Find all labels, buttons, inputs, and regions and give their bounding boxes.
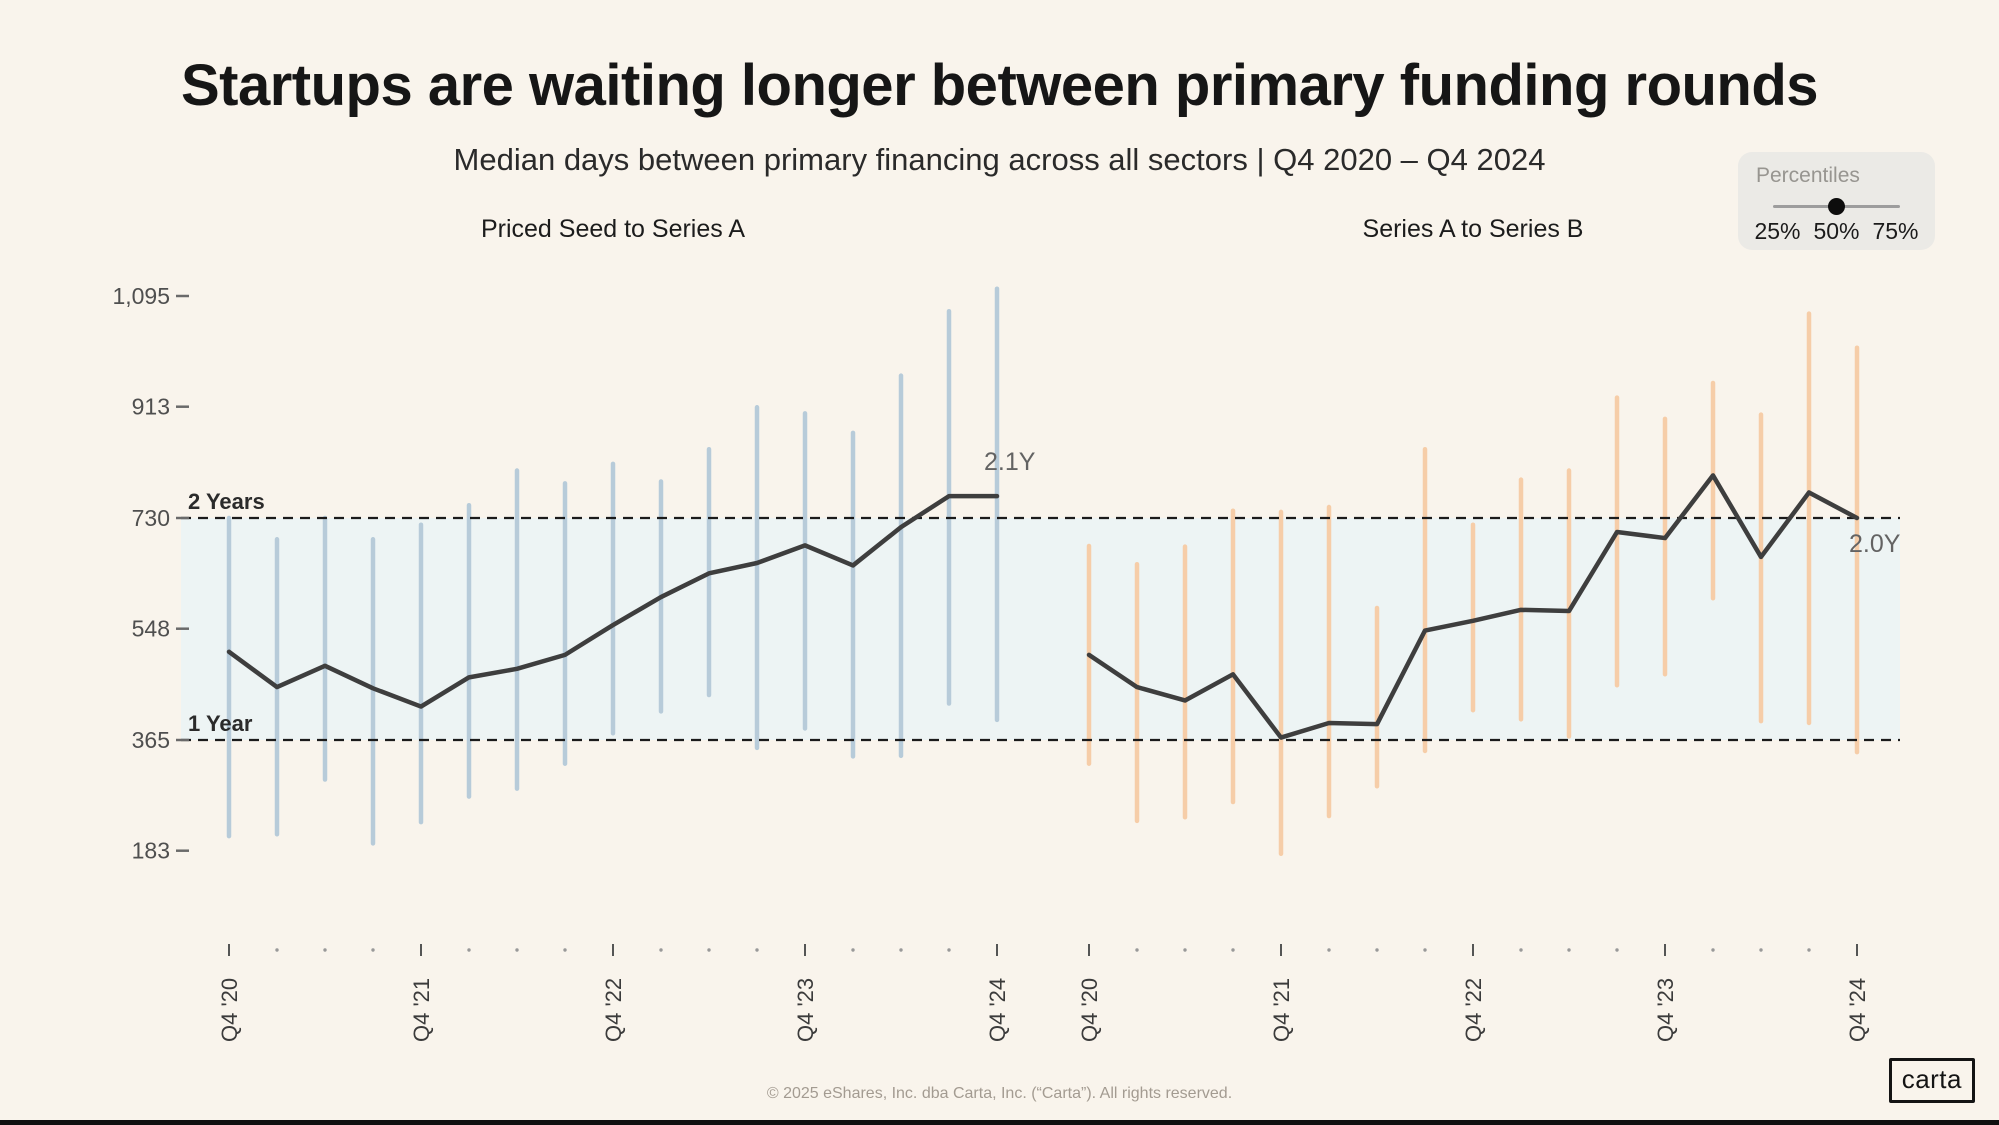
x-tick-minor	[371, 948, 375, 952]
y-tick-label: 365	[132, 727, 170, 753]
reference-line-label: 2 Years	[188, 489, 265, 514]
x-tick-label: Q4 '24	[985, 978, 1010, 1042]
band-1y-2y	[181, 518, 1900, 740]
x-tick-minor	[1327, 948, 1331, 952]
x-tick-minor	[1231, 948, 1235, 952]
percentiles-tick-75[interactable]: 75%	[1872, 218, 1919, 244]
x-tick-minor	[323, 948, 327, 952]
x-tick-minor	[275, 948, 279, 952]
x-tick-label: Q4 '24	[1845, 978, 1870, 1042]
page-subtitle: Median days between primary financing ac…	[453, 142, 1546, 177]
percentiles-tick-25[interactable]: 25%	[1754, 218, 1801, 244]
bottom-border	[0, 1120, 1999, 1125]
median-annotation: 2.1Y	[984, 448, 1036, 476]
percentiles-tick-row: 25% 50% 75%	[1738, 218, 1935, 245]
x-tick-label: Q4 '20	[217, 978, 242, 1042]
x-tick-label: Q4 '22	[1461, 978, 1486, 1042]
x-tick-minor	[1567, 948, 1571, 952]
x-tick-minor	[755, 948, 759, 952]
x-tick-label: Q4 '21	[409, 978, 434, 1042]
x-tick-minor	[1135, 948, 1139, 952]
panel-title: Series A to Series B	[1363, 215, 1584, 243]
x-tick-label: Q4 '20	[1077, 978, 1102, 1042]
x-tick-minor	[1759, 948, 1763, 952]
percentiles-widget: Percentiles 25% 50% 75%	[1738, 152, 1935, 250]
footer-copyright: © 2025 eShares, Inc. dba Carta, Inc. (“C…	[766, 1085, 1233, 1102]
y-tick-label: 730	[132, 505, 170, 531]
y-tick-label: 548	[132, 616, 170, 642]
median-line	[1086, 473, 1860, 740]
x-tick-minor	[563, 948, 567, 952]
reference-line-label: 1 Year	[188, 711, 253, 736]
page-title: Startups are waiting longer between prim…	[180, 53, 1819, 118]
percentiles-tick-50[interactable]: 50%	[1813, 218, 1860, 244]
panel-title: Priced Seed to Series A	[481, 215, 745, 243]
carta-logo-text: carta	[1901, 1064, 1962, 1094]
median-annotation: 2.0Y	[1849, 530, 1901, 558]
x-tick-minor	[1807, 948, 1811, 952]
x-tick-label: Q4 '23	[793, 978, 818, 1042]
median-line	[226, 493, 1000, 709]
x-tick-minor	[659, 948, 663, 952]
x-tick-minor	[1423, 948, 1427, 952]
x-tick-label: Q4 '23	[1653, 978, 1678, 1042]
x-tick-minor	[707, 948, 711, 952]
x-tick-minor	[899, 948, 903, 952]
x-tick-minor	[1615, 948, 1619, 952]
x-tick-label: Q4 '21	[1269, 978, 1294, 1042]
percentiles-slider-handle[interactable]	[1828, 198, 1845, 215]
x-tick-minor	[851, 948, 855, 952]
x-tick-minor	[467, 948, 471, 952]
x-tick-label: Q4 '22	[601, 978, 626, 1042]
x-tick-minor	[515, 948, 519, 952]
x-tick-minor	[1375, 948, 1379, 952]
y-tick-label: 1,095	[112, 283, 170, 309]
carta-logo: carta	[1888, 1058, 1975, 1103]
y-tick-label: 183	[132, 838, 170, 864]
x-tick-minor	[1519, 948, 1523, 952]
x-tick-minor	[1183, 948, 1187, 952]
x-tick-minor	[1711, 948, 1715, 952]
y-tick-label: 913	[132, 394, 170, 420]
percentiles-label: Percentiles	[1756, 164, 1860, 187]
x-tick-minor	[947, 948, 951, 952]
